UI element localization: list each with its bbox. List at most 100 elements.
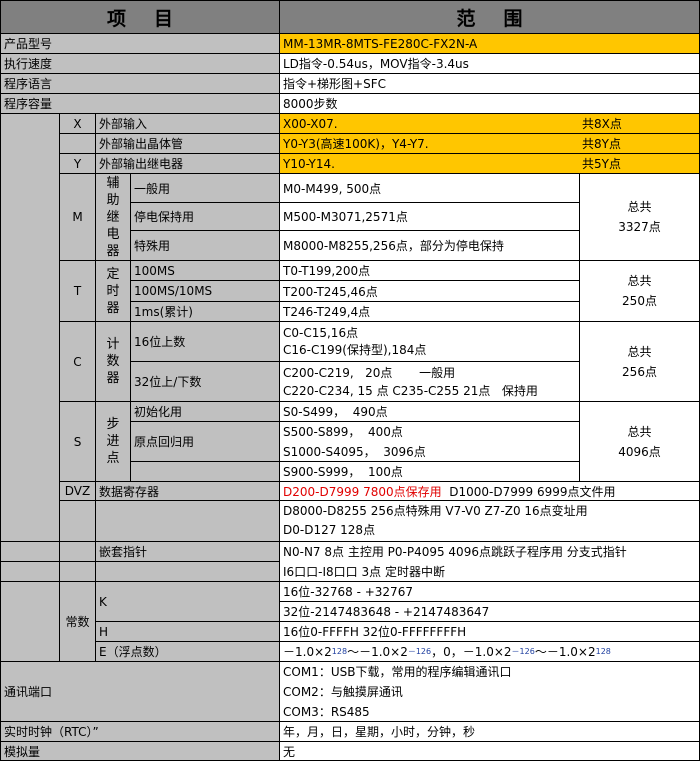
d-code: DVZ: [59, 481, 96, 501]
yr-value: Y10-Y14. 共5Y点: [279, 153, 700, 174]
yt-range: Y0-Y3(高速100K)，Y4-Y7.: [283, 137, 429, 151]
header-item: 项目: [0, 0, 280, 34]
model-value: MM-13MR-8MTS-FE280C-FX2N-A: [279, 33, 700, 54]
d-label: 数据寄存器: [95, 481, 280, 501]
s-label: 初始化用: [130, 401, 280, 422]
total-label: 总共: [627, 344, 652, 359]
analog-value: 无: [279, 741, 700, 761]
d-value: D200-D7999 7800点保存用 D1000-D7999 6999点文件用: [279, 481, 700, 501]
s-label: 原点回归用: [130, 421, 280, 462]
total-count: 3327点: [618, 220, 661, 234]
capacity-value: 8000步数: [279, 93, 700, 114]
yr-label: 外部输出继电器: [95, 153, 280, 174]
e-part: ，0，－1.0×2: [431, 645, 512, 659]
value-line: C220-C234, 15 点 C235-C255 21点 保持用: [283, 383, 538, 398]
blank: [0, 541, 60, 562]
total-count: 250点: [622, 294, 657, 308]
capacity-label: 程序容量: [0, 93, 280, 114]
s-code: S: [59, 401, 96, 482]
c-group-text: 计数器: [106, 337, 120, 386]
m-group: 辅助继电器: [95, 173, 131, 261]
x-range: X00-X07.: [283, 116, 338, 131]
k-value: 32位-2147483648 - +2147483647: [279, 601, 700, 622]
value-line: C0-C15,16点: [283, 325, 359, 340]
device-group-blank: [0, 113, 60, 542]
comm-label: 通讯端口: [0, 661, 280, 722]
c-group: 计数器: [95, 321, 131, 402]
yr-range: Y10-Y14.: [283, 156, 335, 171]
h-value: 16位0-FFFFH 32位0-FFFFFFFFH: [279, 621, 700, 642]
x-count: 共8X点: [582, 117, 622, 131]
blank: [95, 500, 280, 542]
c-total: 总共 256点: [579, 321, 700, 402]
t-group-text: 定时器: [106, 266, 120, 316]
value-line: C16-C199(保持型),184点: [283, 342, 427, 357]
nest-value: N0-N7 8点 主控用 P0-P4095 4096点跳跃子程序用 分支式指针 I…: [279, 541, 700, 582]
value-line: COM2：与触摸屏通讯: [283, 684, 403, 699]
m-value: M8000-M8255,256点，部分为停电保持: [279, 230, 580, 261]
m-label: 特殊用: [130, 230, 280, 261]
m-total: 总共 3327点: [579, 173, 700, 261]
t-label: 100MS/10MS: [130, 280, 280, 302]
t-label: 100MS: [130, 260, 280, 281]
value-line: S500-S899， 400点: [283, 424, 403, 439]
header-range: 范围: [279, 0, 700, 34]
s-value: S500-S899， 400点 S1000-S4095， 3096点: [279, 421, 580, 462]
y-code: Y: [59, 153, 96, 174]
d-retentive: D200-D7999 7800点保存用: [283, 484, 442, 499]
e-part: ～－1.0×2: [534, 645, 596, 659]
d-value-2: D8000-D8255 256点特殊用 V7-V0 Z7-Z0 16点变址用 D0…: [279, 500, 700, 542]
m-label: 一般用: [130, 173, 280, 203]
t-label: 1ms(累计): [130, 301, 280, 322]
total-count: 256点: [622, 364, 657, 379]
e-exp: 128: [331, 647, 348, 656]
c-value: C200-C219, 20点 一般用 C220-C234, 15 点 C235-C…: [279, 361, 580, 402]
blank: [59, 541, 96, 562]
m-group-text: 辅助继电器: [106, 175, 120, 259]
e-exp: －126: [511, 647, 535, 656]
e-label: E（浮点数）: [95, 641, 280, 662]
blank: [59, 561, 96, 582]
m-label: 停电保持用: [130, 202, 280, 231]
s-value: S900-S999， 100点: [279, 461, 580, 482]
c-value: C0-C15,16点 C16-C199(保持型),184点: [279, 321, 580, 362]
s-total: 总共 4096点: [579, 401, 700, 482]
blank: [59, 500, 96, 542]
t-value: T246-T249,4点: [279, 301, 580, 322]
blank: [95, 561, 280, 582]
rtc-label: 实时时钟（RTC）”: [0, 721, 280, 742]
s-label-blank: [130, 461, 280, 482]
m-code: M: [59, 173, 96, 261]
s-group-text: 步进点: [106, 417, 120, 466]
analog-label: 模拟量: [0, 741, 280, 761]
c-label: 16位上数: [130, 321, 280, 362]
yt-label: 外部输出晶体管: [95, 133, 280, 154]
blank: [0, 561, 60, 582]
lang-label: 程序语言: [0, 73, 280, 94]
m-value: M0-M499, 500点: [279, 173, 580, 203]
yr-count: 共5Y点: [582, 157, 621, 171]
value-line: N0-N7 8点 主控用 P0-P4095 4096点跳跃子程序用 分支式指针: [283, 544, 627, 559]
nest-label: 嵌套指针: [95, 541, 280, 562]
c-code: C: [59, 321, 96, 402]
s-group: 步进点: [95, 401, 131, 482]
total-label: 总共: [627, 274, 652, 288]
k-value: 16位-32768 - +32767: [279, 581, 700, 602]
e-part: ～－1.0×2: [347, 645, 408, 659]
t-code: T: [59, 260, 96, 322]
e-exp: 128: [595, 647, 611, 656]
rtc-value: 年，月，日，星期，小时，分钟，秒: [279, 721, 700, 742]
yt-count: 共8Y点: [582, 137, 621, 151]
yt-code-blank: [59, 133, 96, 154]
x-label: 外部输入: [95, 113, 280, 134]
x-value: X00-X07. 共8X点: [279, 113, 700, 134]
total-label: 总共: [627, 200, 652, 214]
k-label: K: [95, 581, 280, 622]
t-total: 总共 250点: [579, 260, 700, 322]
model-label: 产品型号: [0, 33, 280, 54]
e-value: －1.0×2 128 ～－1.0×2 －126 ，0，－1.0×2 －126 ～－1.0×2…: [279, 641, 700, 662]
const-label: 常数: [59, 581, 96, 662]
value-line: COM1：USB下载，常用的程序编辑通讯口: [283, 664, 512, 679]
s-value: S0-S499， 490点: [279, 401, 580, 422]
